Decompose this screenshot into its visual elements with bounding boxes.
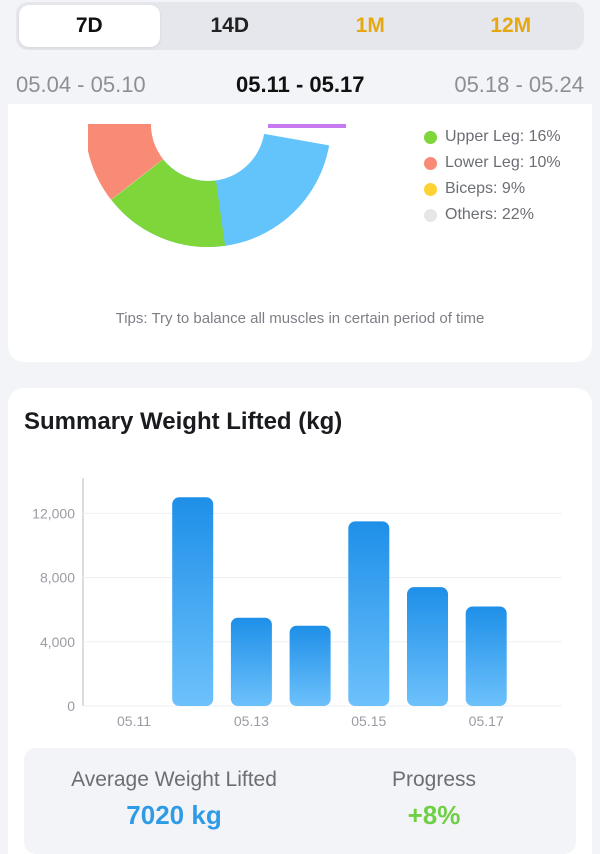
y-tick-label: 12,000 [32,505,75,521]
bar-05.17[interactable] [465,606,507,706]
progress-value: +8% [407,800,461,830]
tab-7d[interactable]: 7D [19,5,160,47]
legend-label: Biceps: 9% [445,180,526,197]
x-tick-label: 05.13 [234,713,269,728]
summary-title: Summary Weight Lifted (kg) [24,408,343,435]
upper-leg-dot-icon [424,130,437,144]
period-segmented-control: 7D 14D 1M 12M [16,2,584,50]
legend-item-lower-leg: Lower Leg: 10% [424,154,561,172]
donut-segment-upper-leg [88,104,331,247]
legend-item-upper-leg: Upper Leg: 16% [424,128,561,146]
summary-stats: Average Weight Lifted 7020 kg Progress +… [24,748,576,854]
average-weight-label: Average Weight Lifted [71,768,277,791]
donut-segment-lower-leg [88,104,331,247]
y-tick-label: 0 [67,698,75,714]
bar-05.15[interactable] [348,521,390,706]
x-tick-label: 05.15 [351,713,386,728]
y-tick-label: 4,000 [40,634,75,650]
legend-label: Others: 22% [445,206,534,223]
legend-item-biceps: Biceps: 9% [424,180,525,198]
donut-segment-purple [268,122,346,128]
prev-week-button[interactable]: 05.04 - 05.10 [16,72,146,97]
others-dot-icon [424,208,437,222]
progress-label: Progress [391,768,477,791]
biceps-dot-icon [424,182,437,196]
muscle-distribution-card: Upper Leg: 16% Lower Leg: 10% Biceps: 9%… [8,104,592,362]
x-tick-label: 05.17 [469,713,504,728]
bar-05.14[interactable] [289,625,331,706]
legend-label: Upper Leg: 16% [445,128,561,145]
donut-top-mask [88,104,368,124]
tab-12m[interactable]: 12M [490,14,532,37]
average-weight-value: 7020 kg [126,800,222,830]
y-tick-label: 8,000 [40,570,75,586]
date-range-selector: 05.04 - 05.10 05.11 - 05.17 05.18 - 05.2… [0,60,600,108]
next-week-button[interactable]: 05.18 - 05.24 [454,72,584,97]
balance-tip: Tips: Try to balance all muscles in cert… [115,310,485,327]
summary-card: Summary Weight Lifted (kg) 0 4,000 8,000 12… [8,388,592,854]
lower-leg-dot-icon [424,156,437,170]
bar-05.16[interactable] [407,587,448,706]
legend-label: Lower Leg: 10% [445,154,561,171]
tab-1m[interactable]: 1M [355,14,385,37]
tab-14d[interactable]: 14D [210,14,250,37]
current-week-label: 05.11 - 05.17 [236,72,365,97]
x-tick-label: 05.11 [117,713,151,728]
weight-bar-chart: 0 4,000 8,000 12,000 05.11 05.13 05.15 05.17 [32,478,562,728]
legend-item-others: Others: 22% [424,206,534,224]
bar-05.13[interactable] [230,617,272,706]
bar-05.12[interactable] [172,497,214,706]
muscle-donut-chart [88,104,368,247]
